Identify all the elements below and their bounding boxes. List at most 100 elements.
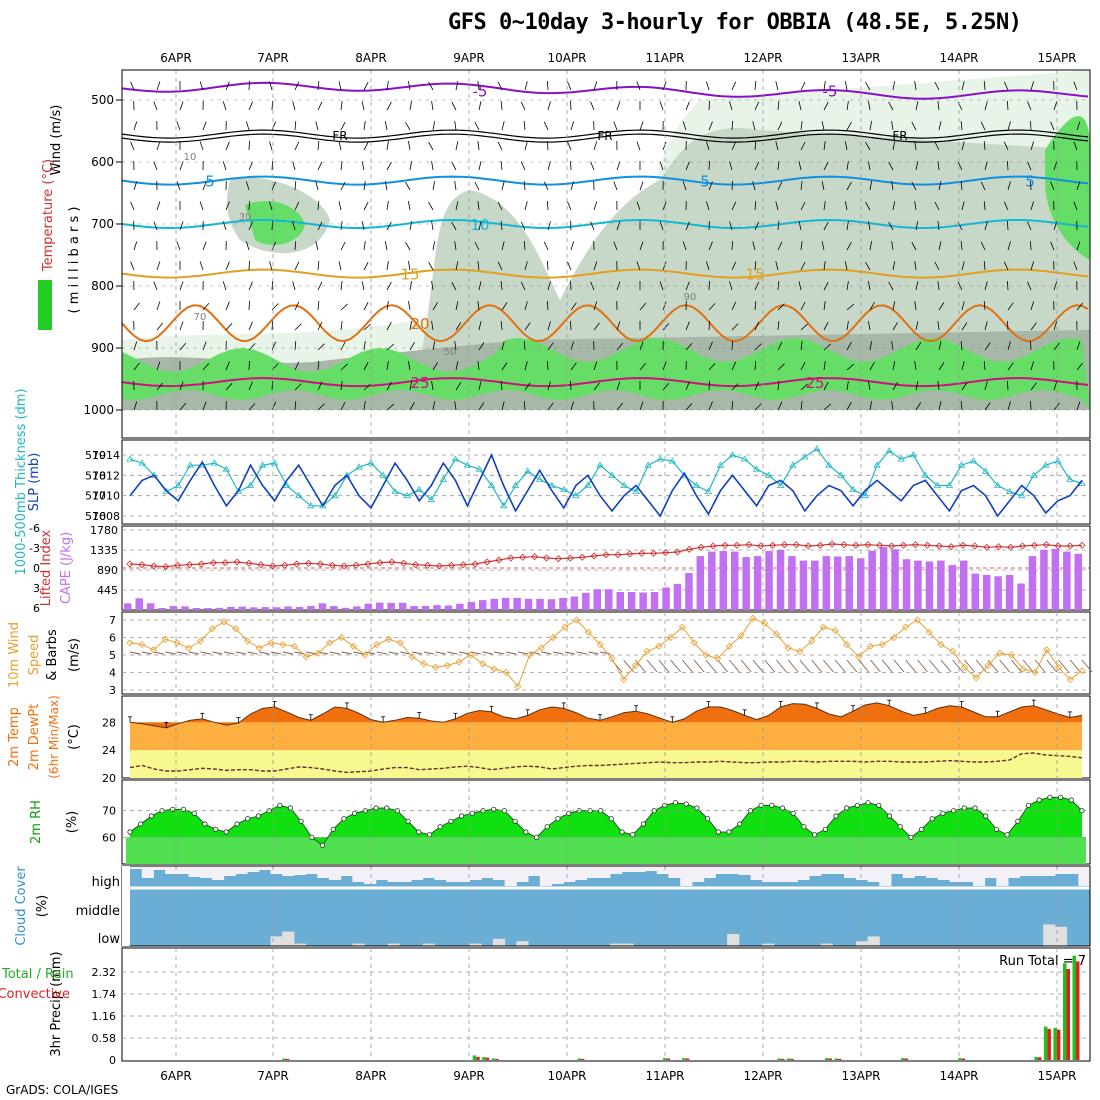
wind-barb (570, 341, 574, 351)
cloud-high-gap (305, 866, 318, 874)
precip-total-bar (472, 1055, 477, 1060)
wind-barb-10m (705, 659, 717, 673)
thickness-line-marker (596, 461, 604, 468)
wind-barb-10m (176, 651, 188, 655)
wind-barb-10m (670, 659, 681, 673)
wind-barb-10m (482, 651, 493, 655)
lifted-index-line-marker (816, 541, 824, 549)
wind-barb (524, 322, 531, 331)
cloud-high-gap (633, 866, 646, 872)
precip-conv-bar (780, 1058, 785, 1060)
date-label-bottom: 6APR (160, 1069, 191, 1083)
cape-bar (307, 606, 315, 610)
cloud-high-gap (891, 866, 904, 874)
wind-barb (222, 221, 227, 231)
wind-barb (960, 340, 963, 351)
wind-barb (754, 161, 760, 171)
wind-barb (915, 281, 919, 291)
thickness-line-marker (523, 467, 532, 474)
wind-barb (523, 400, 526, 411)
rh2m-line-marker (298, 818, 304, 824)
cloud-high-gap (399, 866, 412, 882)
wind-barb (846, 303, 855, 311)
wind-speed-line-marker (526, 651, 534, 659)
wind-barb (777, 363, 785, 371)
wind-barb (454, 181, 457, 191)
wind-barb-10m (306, 651, 317, 655)
wind-barb (340, 161, 343, 171)
wind-barb (706, 261, 710, 271)
wind-barb (317, 200, 320, 211)
cape-bar (261, 607, 269, 610)
date-label-bottom: 11APR (645, 1069, 684, 1083)
wind-barb (431, 281, 434, 291)
wind-barb (984, 161, 988, 171)
wind-barb (271, 100, 273, 111)
wind-barb (455, 322, 462, 331)
cape-bar (364, 603, 372, 610)
wind-barb (547, 300, 549, 311)
wind-barb (1027, 101, 1032, 111)
cape-bar (250, 607, 258, 610)
wind-barb-10m (799, 659, 811, 673)
wind-barb (428, 81, 434, 91)
slp-tick-label: 1012 (92, 469, 120, 482)
wind-barb (616, 221, 621, 231)
wind-speed-line-marker (290, 642, 299, 650)
wind-speed-line-marker (843, 640, 851, 649)
lifted-index-line-marker (578, 553, 586, 561)
wind-barb (636, 261, 641, 271)
wind-barb (868, 321, 871, 331)
wind-barb (914, 361, 917, 371)
wind-barb (937, 101, 940, 111)
wind-barb (176, 181, 181, 191)
thickness-line-marker (150, 471, 158, 478)
rh2m-line-marker (426, 832, 433, 838)
date-label-top: 12APR (743, 51, 782, 65)
wind-barb (800, 261, 806, 271)
wind-barb (455, 301, 459, 311)
wind-barb (454, 121, 457, 131)
wind-barb (1030, 120, 1032, 131)
wind-barb (706, 81, 710, 91)
wind-barb (294, 361, 300, 371)
wind-speed-line-marker (149, 646, 158, 654)
cape-bar (685, 573, 693, 610)
wind-speed-line-marker (819, 623, 827, 631)
cloud-high-gap (680, 866, 693, 886)
thickness-line-marker (692, 481, 701, 488)
rh2m-line-marker (180, 806, 187, 812)
thickness-line-marker (126, 455, 134, 462)
wind-speed-line-marker (196, 637, 205, 645)
wind-barb (892, 81, 896, 91)
lifted-index-line-marker (364, 560, 372, 568)
wind-barb (823, 261, 826, 271)
cape-bar (1005, 574, 1014, 610)
rh-contour-label: 10 (184, 152, 197, 163)
wind-barb-10m (435, 651, 446, 655)
wind-barb (983, 360, 986, 371)
cloud-low-bar (516, 941, 529, 946)
wind-barb-10m (494, 651, 505, 655)
wind-barb (980, 121, 986, 131)
wind-barb (1053, 321, 1058, 331)
wind-barb (547, 161, 551, 171)
wind-barb (547, 140, 549, 151)
wind-barb (915, 381, 919, 391)
wind-barb (938, 341, 942, 351)
wind-barb (844, 81, 848, 91)
cape-bar (914, 560, 922, 610)
cape-bar (387, 602, 395, 610)
wind-barb (616, 342, 624, 351)
wind-barb (914, 261, 917, 271)
wind-speed-line-marker (232, 625, 240, 633)
wind-barb (501, 401, 505, 411)
rh2m-line-marker (319, 842, 326, 848)
pressure-tick-label: 800 (91, 279, 114, 293)
precip-conv-bar (828, 1058, 832, 1060)
wind-barb (156, 141, 161, 151)
wind-speed-line (129, 617, 1083, 688)
cloud-high-gap (528, 866, 541, 876)
wind-barb-10m (235, 651, 246, 655)
